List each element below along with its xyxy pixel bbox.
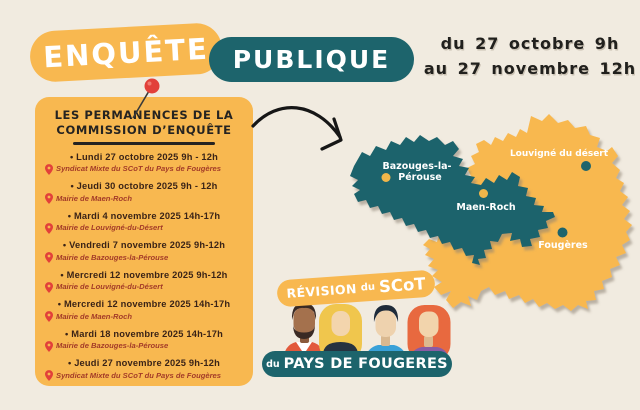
city-label-louvigne: Louvigné du désert	[510, 148, 609, 159]
permanence-location-row: Mairie de Bazouges-la-Pérouse	[45, 340, 247, 352]
permanence-item: • Mercredi 12 novembre 2025 9h-12h Mairi…	[41, 270, 247, 293]
permanence-date: • Mercredi 12 novembre 2025 9h-12h	[60, 269, 228, 280]
permanence-location-row: Mairie de Maen-Roch	[45, 193, 247, 204]
city-dot-maenroch	[479, 189, 488, 198]
date-line-1: du 27 octobre 9h	[440, 34, 620, 53]
permanence-location: Syndicat Mixte du SCoT du Pays de Fougèr…	[56, 370, 221, 380]
permanence-date: • Jeudi 30 octobre 2025 9h - 12h	[70, 181, 218, 191]
city-dot-louvigne	[581, 161, 591, 171]
pays-de-fougeres-badge: du PAYS DE FOUGERES	[262, 351, 452, 377]
map-pin-icon	[45, 370, 53, 381]
permanence-date: • Jeudi 27 novembre 2025 9h-12h	[67, 358, 221, 368]
permanence-date: • Mercredi 12 novembre 2025 14h-17h	[57, 299, 231, 309]
permanence-location: Mairie de Louvigné-du-Désert	[56, 223, 163, 233]
publique-badge: PUBLIQUE	[209, 37, 414, 82]
map-pin-icon	[45, 222, 53, 234]
permanence-location-row: Syndicat Mixte du SCoT du Pays de Fougèr…	[45, 163, 247, 175]
permanence-location: Mairie de Louvigné-du-Désert	[56, 282, 163, 292]
curved-arrow-icon	[251, 106, 343, 151]
map-pin-icon	[45, 311, 53, 322]
permanence-item: • Vendredi 7 novembre 2025 9h-12h Mairie…	[41, 240, 247, 263]
map-pin-icon	[45, 193, 53, 204]
permanence-location-row: Mairie de Maen-Roch	[45, 311, 247, 322]
date-line-2: au 27 novembre 12h	[423, 59, 637, 78]
city-dot-bazouges	[381, 173, 391, 182]
revision-du-label: du	[360, 281, 376, 294]
map-pin-icon	[45, 252, 53, 263]
permanence-location: Mairie de Maen-Roch	[56, 311, 132, 321]
title-underline	[73, 142, 215, 145]
enquete-badge-label: ENQUÊTE	[42, 31, 210, 74]
panel-title-line-1: LES PERMANENCES DE LA	[54, 108, 234, 122]
publique-badge-label: PUBLIQUE	[232, 45, 391, 74]
permanence-location-row: Mairie de Louvigné-du-Désert	[45, 222, 247, 234]
permanence-item: • Lundi 27 octobre 2025 9h - 12h Syndica…	[41, 152, 247, 175]
permanence-location: Syndicat Mixte du SCoT du Pays de Fougèr…	[56, 164, 221, 174]
panel-title-line-2: COMMISSION D’ENQUÊTE	[56, 122, 232, 137]
pays-label: PAYS DE FOUGERES	[283, 356, 448, 372]
city-label-bazouges-line1: Bazouges-la-	[383, 161, 452, 172]
city-label-bazouges-line2: Pérouse	[398, 172, 441, 183]
pays-du-label: du	[266, 358, 280, 370]
permanence-item: • Mardi 4 novembre 2025 14h-17h Mairie d…	[41, 211, 247, 234]
permanence-location-row: Mairie de Louvigné-du-Désert	[45, 281, 247, 293]
permanence-location-row: Syndicat Mixte du SCoT du Pays de Fougèr…	[45, 370, 247, 381]
permanence-location: Mairie de Bazouges-la-Pérouse	[56, 341, 169, 351]
territory-map: Bazouges-la- Pérouse Maen-Roch Louvigné …	[350, 114, 632, 311]
permanence-date: • Lundi 27 octobre 2025 9h - 12h	[69, 151, 219, 162]
map-pin-icon	[45, 163, 53, 175]
city-dot-fougeres	[557, 227, 568, 238]
map-pin-icon	[45, 340, 53, 352]
city-label-fougeres: Fougères	[538, 240, 588, 251]
permanence-item: • Mercredi 12 novembre 2025 14h-17h Mair…	[41, 299, 247, 322]
permanence-date: • Mardi 18 novembre 2025 14h-17h	[65, 328, 223, 339]
inquiry-date-range: du 27 octobre 9h au 27 novembre 12h	[422, 31, 638, 81]
permanence-date: • Mardi 4 novembre 2025 14h-17h	[67, 210, 221, 221]
map-region-west-teal	[350, 135, 555, 265]
permanence-location: Mairie de Maen-Roch	[56, 193, 132, 203]
scot-label: SCoT	[378, 274, 427, 297]
permanence-location: Mairie de Bazouges-la-Pérouse	[56, 252, 169, 262]
permanence-item: • Jeudi 27 novembre 2025 9h-12h Syndicat…	[41, 358, 247, 381]
panel-title: LES PERMANENCES DE LA COMMISSION D’ENQUÊ…	[41, 108, 247, 137]
city-label-maenroch: Maen-Roch	[456, 202, 515, 213]
permanence-location-row: Mairie de Bazouges-la-Pérouse	[45, 252, 247, 263]
permanence-item: • Jeudi 30 octobre 2025 9h - 12h Mairie …	[41, 181, 247, 204]
permanence-item: • Mardi 18 novembre 2025 14h-17h Mairie …	[41, 329, 247, 352]
revision-label: RÉVISION	[285, 280, 358, 301]
pushpin-icon	[132, 78, 160, 119]
permanence-date: • Vendredi 7 novembre 2025 9h-12h	[62, 240, 226, 250]
permanences-panel: LES PERMANENCES DE LA COMMISSION D’ENQUÊ…	[35, 97, 253, 386]
map-pin-icon	[45, 281, 53, 293]
